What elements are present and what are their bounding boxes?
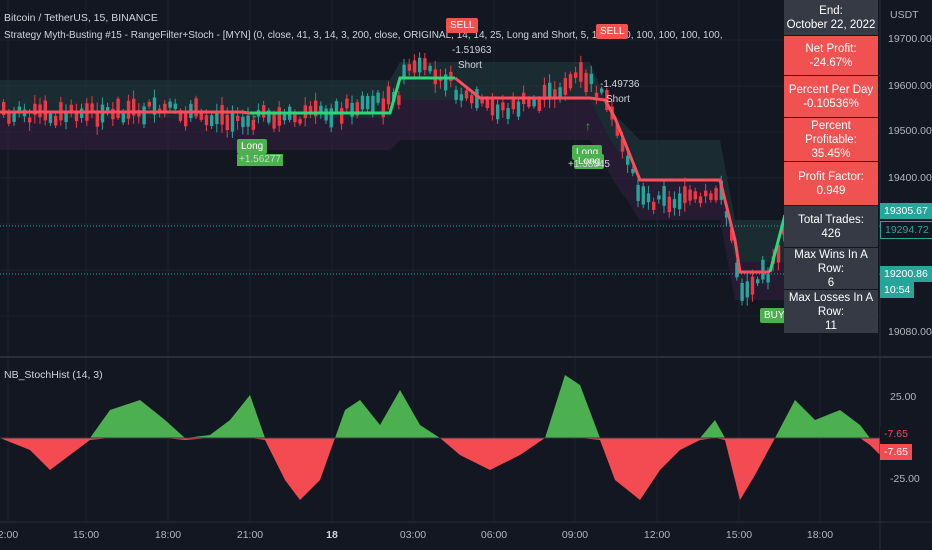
time-label: 18:00: [806, 529, 834, 541]
trade-annotation: -1.51963: [452, 45, 492, 56]
time-label: 21:00: [236, 529, 264, 541]
sell-signal: SELL: [596, 24, 629, 39]
price-tag: 19305.67: [880, 203, 932, 219]
long-signal: Long: [574, 154, 605, 169]
trade-annotation: -1.49736: [600, 79, 640, 90]
stat-total-trades: Total Trades: 426: [784, 206, 878, 248]
range-filter-line-green-2: [768, 214, 787, 273]
price-axis-label: 19600.00: [888, 80, 932, 92]
stat-profit-factor: Profit Factor: 0.949: [784, 162, 878, 206]
short-label: Short: [606, 94, 630, 105]
buy-arrow-icon: ↑: [252, 111, 258, 125]
stat-net-profit: Net Profit: -24.67%: [784, 36, 878, 76]
price-tag: 19200.86: [880, 266, 932, 282]
stat-max-wins: Max Wins In A Row: 6: [784, 248, 878, 290]
trade-annotation: +1.38845: [568, 159, 610, 170]
indicator-title[interactable]: NB_StochHist (14, 3): [4, 369, 103, 381]
buy-signal: BUY: [760, 308, 789, 323]
stat-percent-profitable: Percent Profitable: 35.45%: [784, 118, 878, 162]
currency-label: USDT: [890, 9, 919, 21]
sell-signal: SELL: [446, 18, 479, 33]
price-axis-label: 19400.00: [888, 172, 932, 184]
stoch-hist-negative: [0, 438, 880, 500]
price-axis-label: 19700.00: [888, 33, 932, 45]
stoch-hist-positive: [0, 375, 880, 438]
price-tag: 19294.72: [880, 221, 932, 239]
stat-max-losses: Max Losses In A Row: 11: [784, 290, 878, 334]
time-label: 03:00: [399, 529, 427, 541]
indicator-value-tag: -7.65: [880, 444, 912, 460]
range-band-lower: [0, 100, 785, 300]
long-signal: Long: [237, 139, 268, 154]
time-label: 15:00: [72, 529, 100, 541]
time-label: 09:00: [561, 529, 589, 541]
time-label: 06:00: [480, 529, 508, 541]
time-label: 2:00: [0, 529, 19, 541]
indicator-axis-label: -25.00: [890, 473, 920, 485]
time-label: 12:00: [643, 529, 671, 541]
range-band-upper: [0, 62, 785, 262]
indicator-value-tag: -7.65: [880, 426, 912, 442]
buy-arrow-icon: ↑: [585, 119, 591, 133]
time-label: 15:00: [725, 529, 753, 541]
time-label: 18:00: [154, 529, 182, 541]
strategy-title[interactable]: Strategy Myth-Busting #15 - RangeFilter+…: [4, 30, 724, 41]
indicator-axis-label: 25.00: [890, 391, 917, 403]
time-label-day: 18: [326, 529, 338, 541]
stat-end: End: October 22, 2022: [784, 0, 878, 36]
price-tag: 10:54: [880, 282, 915, 298]
symbol-title[interactable]: Bitcoin / TetherUS, 15, BINANCE: [4, 12, 158, 24]
price-axis-label: 19080.00: [888, 326, 932, 338]
short-label: Short: [458, 60, 482, 71]
range-filter-line-green: [250, 76, 455, 115]
trade-annotation: +1.56277: [237, 154, 283, 166]
stat-percent-per-day: Percent Per Day -0.10536%: [784, 76, 878, 118]
stats-panel: End: October 22, 2022 Net Profit: -24.67% …: [784, 0, 878, 334]
price-axis-label: 19500.00: [888, 125, 932, 137]
range-filter-line-red-2: [454, 76, 770, 274]
